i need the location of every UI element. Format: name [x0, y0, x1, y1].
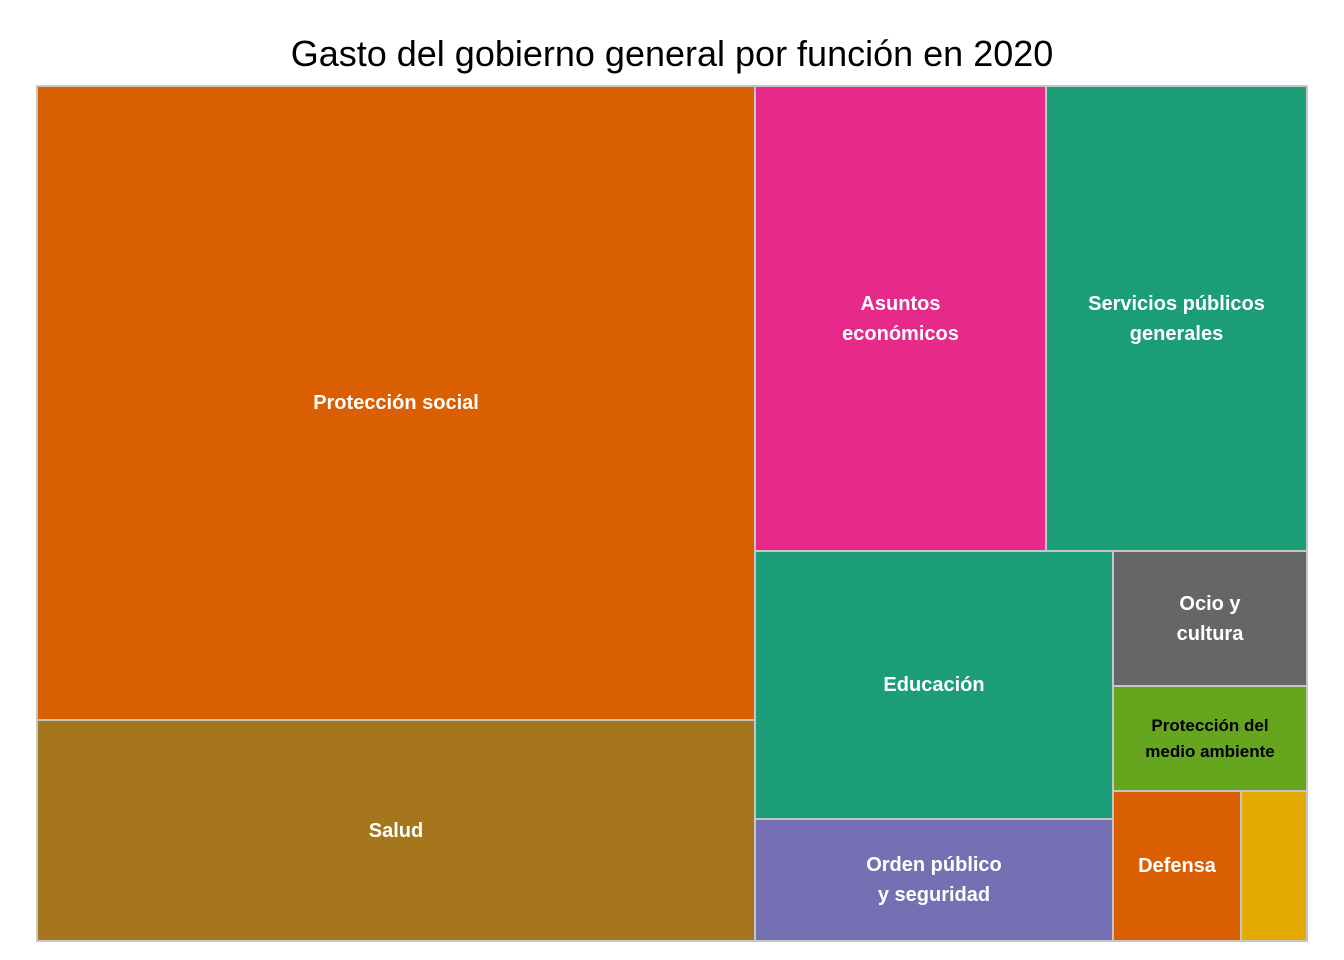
tile-label: Protección del medio ambiente: [1145, 716, 1275, 761]
tile-proteccion-medio-ambiente[interactable]: Protección del medio ambiente: [1114, 687, 1306, 790]
tile-unlabeled[interactable]: [1242, 792, 1306, 940]
tile-ocio-cultura[interactable]: Ocio y cultura: [1114, 552, 1306, 685]
tile-educacion[interactable]: Educación: [756, 552, 1112, 818]
tile-label: Servicios públicos generales: [1088, 292, 1265, 345]
tile-label: Defensa: [1138, 855, 1216, 877]
tile-asuntos-economicos[interactable]: Asuntos económicos: [756, 87, 1045, 550]
tile-label: Educación: [883, 674, 985, 696]
chart-title: Gasto del gobierno general por función e…: [290, 33, 1054, 74]
tile-label: Asuntos económicos: [842, 292, 959, 345]
tile-salud[interactable]: Salud: [38, 721, 754, 940]
treemap: Protección social Salud Asuntos económic…: [36, 85, 1308, 942]
tile-defensa[interactable]: Defensa: [1114, 792, 1240, 940]
tile-label: Protección social: [313, 392, 479, 414]
tile-label: Orden público y seguridad: [866, 854, 1002, 906]
tile-label: Ocio y cultura: [1176, 592, 1244, 645]
tile-orden-publico[interactable]: Orden público y seguridad: [756, 820, 1112, 940]
tile-label: Salud: [368, 819, 424, 842]
tile-proteccion-social[interactable]: Protección social: [38, 87, 754, 719]
tile-servicios-publicos-generales[interactable]: Servicios públicos generales: [1047, 87, 1306, 550]
